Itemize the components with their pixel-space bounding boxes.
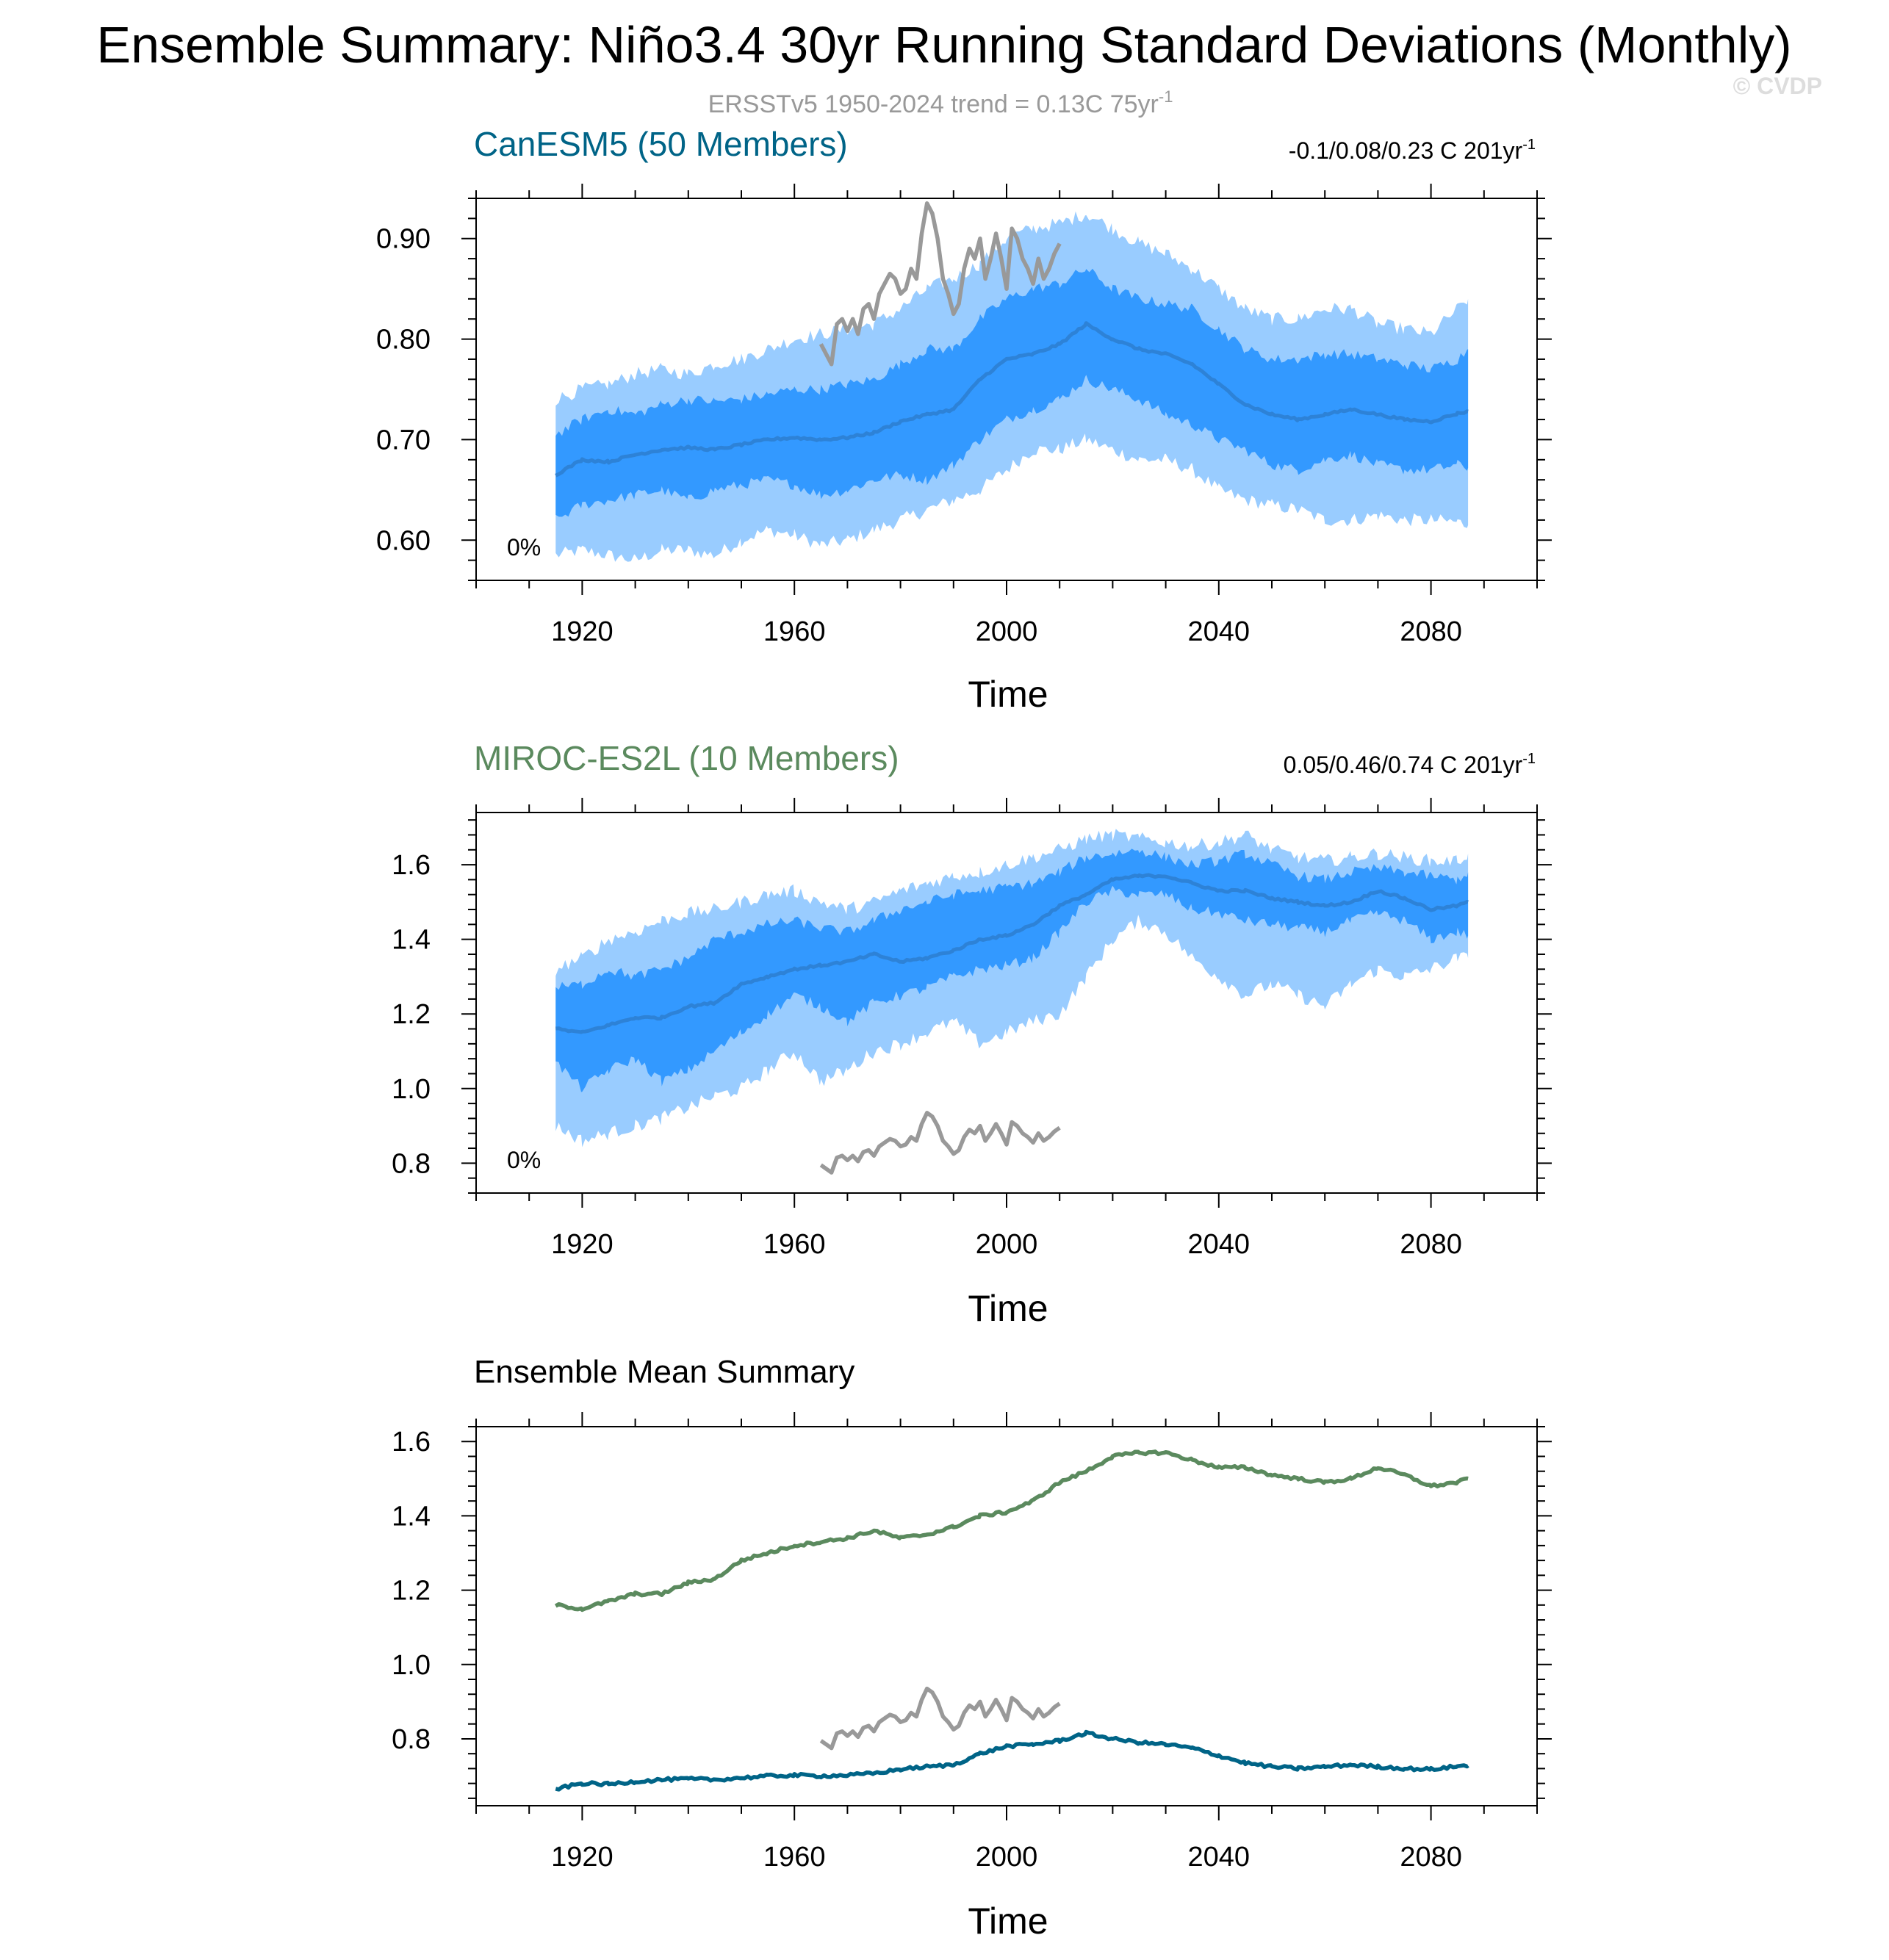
figure-title: Ensemble Summary: Niño3.4 30yr Running S… — [96, 16, 1791, 73]
miroc-es2l-y-tick-label: 1.6 — [392, 850, 431, 881]
figure-subtitle: ERSSTv5 1950-2024 trend = 0.13C 75yr-1 — [708, 87, 1173, 118]
canesm5-observations-line — [818, 201, 1062, 367]
ensemble-mean-summary-x-tick-label: 2000 — [976, 1842, 1038, 1873]
miroc-es2l-x-tick-label: 2080 — [1400, 1229, 1462, 1260]
ensemble-mean-summary-x-tick-label: 1960 — [763, 1842, 826, 1873]
ensemble-mean-summary-canesm5-line — [555, 1729, 1469, 1792]
ensemble-mean-summary-title: Ensemble Mean Summary — [474, 1354, 854, 1390]
ensemble-mean-summary-x-tick-label: 2040 — [1188, 1842, 1251, 1873]
ensemble-mean-summary-y-tick-label: 1.6 — [392, 1427, 431, 1458]
copyright-label: © CVDP — [1733, 73, 1822, 99]
canesm5-y-tick-label: 0.60 — [376, 525, 431, 556]
canesm5-plot-area — [461, 184, 1552, 595]
canesm5-inner-spread-band — [555, 268, 1469, 517]
ensemble-mean-summary-x-axis-label: Time — [968, 1900, 1048, 1942]
miroc-es2l-y-tick-label: 0.8 — [392, 1148, 431, 1179]
miroc-es2l-x-tick-label: 2040 — [1188, 1229, 1251, 1260]
ensemble-mean-summary-y-tick-label: 1.2 — [392, 1576, 431, 1607]
miroc-es2l-y-tick-labels: 0.8 1.0 1.2 1.4 1.6 — [392, 850, 431, 1179]
ensemble-mean-summary-y-tick-label: 0.8 — [392, 1724, 431, 1755]
subtitle-superscript: -1 — [1159, 87, 1173, 106]
miroc-es2l-panel: MIROC-ES2L (10 Members) 0.05/0.46/0.74 C… — [392, 739, 1552, 1329]
miroc-es2l-ensemble-mean-line — [555, 873, 1469, 1034]
miroc-es2l-x-tick-label: 1920 — [551, 1229, 614, 1260]
canesm5-x-tick-label: 2000 — [976, 616, 1038, 647]
canesm5-x-tick-labels: 1920 1960 2000 2040 2080 — [551, 616, 1462, 647]
canesm5-x-tick-label: 2040 — [1188, 616, 1251, 647]
canesm5-trend-text: -0.1/0.08/0.23 C 201yr — [1289, 137, 1523, 164]
canesm5-x-axis-label: Time — [968, 674, 1048, 715]
ensemble-mean-summary-y-tick-label: 1.4 — [392, 1501, 431, 1532]
canesm5-panel-title: CanESM5 (50 Members) — [474, 125, 848, 163]
miroc-es2l-trend-superscript: -1 — [1522, 751, 1536, 767]
miroc-es2l-plot-area — [461, 798, 1552, 1208]
miroc-es2l-corner-label: 0% — [507, 1147, 541, 1173]
canesm5-corner-label: 0% — [507, 534, 541, 561]
ensemble-mean-summary-panel: Ensemble Mean Summary 0.8 1.0 1.2 1.4 1.6 19… — [392, 1354, 1552, 1942]
ensemble-mean-summary-x-tick-label: 2080 — [1400, 1842, 1462, 1873]
miroc-es2l-y-tick-label: 1.4 — [392, 925, 431, 956]
ensemble-mean-summary-y-tick-labels: 0.8 1.0 1.2 1.4 1.6 — [392, 1427, 431, 1755]
miroc-es2l-trend-text: 0.05/0.46/0.74 C 201yr — [1284, 752, 1523, 778]
miroc-es2l-x-tick-label: 1960 — [763, 1229, 826, 1260]
canesm5-y-tick-labels: 0.60 0.70 0.80 0.90 — [376, 224, 431, 557]
canesm5-y-tick-label: 0.70 — [376, 425, 431, 455]
canesm5-x-tick-label: 1960 — [763, 616, 826, 647]
miroc-es2l-observations-line — [819, 1111, 1061, 1175]
miroc-es2l-y-tick-label: 1.2 — [392, 999, 431, 1030]
canesm5-y-tick-label: 0.90 — [376, 224, 431, 255]
miroc-es2l-x-axis-label: Time — [968, 1288, 1048, 1329]
miroc-es2l-y-tick-label: 1.0 — [392, 1074, 431, 1105]
canesm5-x-tick-label: 2080 — [1400, 616, 1462, 647]
ensemble-mean-summary-plot-area — [461, 1412, 1552, 1820]
ensemble-mean-summary-observations-line — [819, 1686, 1061, 1751]
miroc-es2l-x-tick-label: 2000 — [976, 1229, 1038, 1260]
ensemble-mean-summary-miroc-es2l-line — [554, 1449, 1469, 1613]
ensemble-mean-summary-x-tick-labels: 1920 1960 2000 2040 2080 — [551, 1842, 1462, 1873]
ensemble-mean-summary-y-tick-label: 1.0 — [392, 1650, 431, 1681]
miroc-es2l-inner-spread-band — [555, 849, 1469, 1092]
canesm5-trend-superscript: -1 — [1522, 137, 1536, 153]
canesm5-y-tick-label: 0.80 — [376, 325, 431, 356]
canesm5-panel: CanESM5 (50 Members) -0.1/0.08/0.23 C 20… — [376, 125, 1552, 715]
canesm5-ensemble-mean-line — [555, 321, 1469, 478]
subtitle-text: ERSSTv5 1950-2024 trend = 0.13C 75yr — [708, 90, 1159, 118]
miroc-es2l-panel-title: MIROC-ES2L (10 Members) — [474, 739, 899, 777]
canesm5-trend-label: -0.1/0.08/0.23 C 201yr-1 — [1289, 137, 1536, 164]
miroc-es2l-trend-label: 0.05/0.46/0.74 C 201yr-1 — [1284, 751, 1536, 778]
canesm5-x-tick-label: 1920 — [551, 616, 614, 647]
ensemble-mean-summary-x-tick-label: 1920 — [551, 1842, 614, 1873]
miroc-es2l-x-tick-labels: 1920 1960 2000 2040 2080 — [551, 1229, 1462, 1260]
